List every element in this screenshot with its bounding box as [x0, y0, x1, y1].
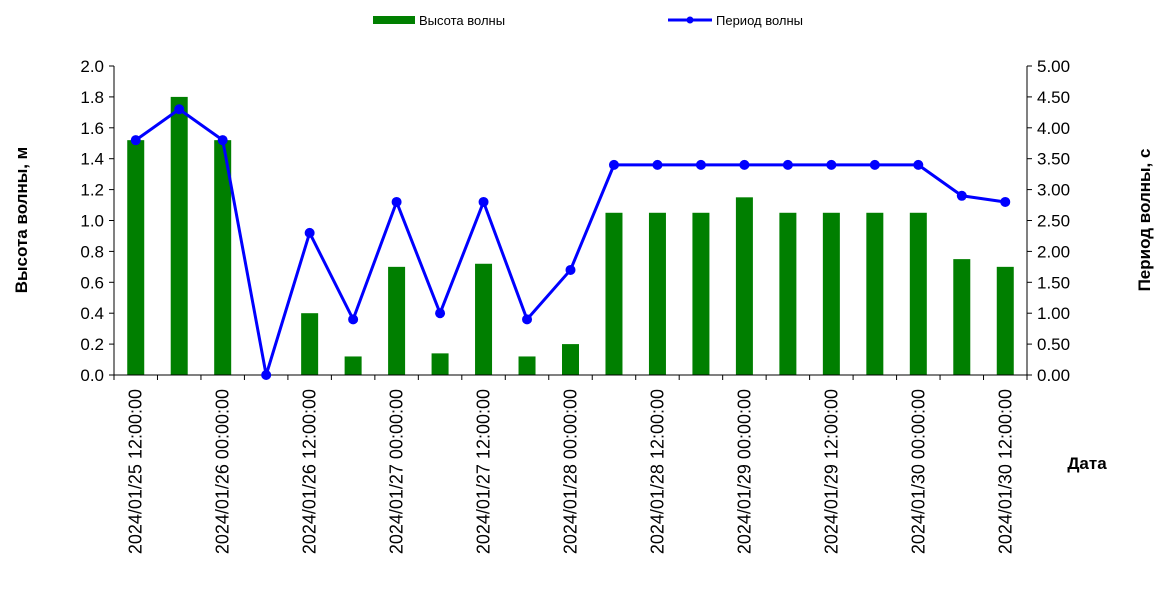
period-point — [695, 159, 706, 170]
period-point — [782, 159, 793, 170]
y-right-axis-title: Период волны, с — [1135, 149, 1154, 292]
y-left-tick-label: 0.8 — [80, 242, 104, 261]
y-right-tick-label: 0.00 — [1037, 366, 1070, 385]
bar — [301, 313, 319, 375]
y-right-tick-label: 2.00 — [1037, 242, 1070, 261]
x-tick-label: 2024/01/30 00:00:00 — [908, 389, 928, 554]
bar — [953, 259, 971, 375]
bar — [562, 344, 579, 375]
period-point — [261, 370, 272, 380]
period-point — [869, 159, 880, 170]
bar — [388, 266, 406, 375]
x-tick-label: 2024/01/26 12:00:00 — [300, 389, 320, 554]
period-point — [739, 159, 750, 170]
period-point — [174, 104, 185, 115]
x-tick-label: 2024/01/29 00:00:00 — [734, 389, 754, 554]
y-left-tick-label: 0.6 — [80, 273, 104, 292]
axes — [109, 65, 1032, 380]
period-point — [565, 264, 576, 275]
y-left-tick-label: 1.4 — [80, 150, 104, 169]
y-right-tick-label: 3.50 — [1037, 150, 1070, 169]
period-point — [1000, 196, 1011, 207]
y-left-tick-label: 0.0 — [80, 366, 104, 385]
y-right-tick-label: 3.00 — [1037, 181, 1070, 200]
x-tick-label: 2024/01/25 12:00:00 — [126, 389, 146, 554]
x-axis-title: Дата — [1067, 454, 1107, 473]
y-left-tick-label: 1.6 — [80, 119, 104, 138]
period-point — [304, 227, 315, 238]
period-point — [391, 196, 402, 207]
period-point — [478, 196, 489, 207]
period-point — [956, 190, 967, 201]
x-tick-label: 2024/01/26 00:00:00 — [213, 389, 233, 554]
x-tick-label: 2024/01/30 12:00:00 — [995, 389, 1015, 554]
legend-line-label: Период волны — [716, 13, 803, 28]
left-tick-labels: 0.0 0.2 0.4 0.6 0.8 1.0 1.2 1.4 1.6 1.8 2.0 — [80, 57, 104, 385]
bar — [518, 356, 536, 375]
y-right-tick-label: 0.50 — [1037, 335, 1070, 354]
y-right-tick-label: 2.50 — [1037, 212, 1070, 231]
x-tick-label: 2024/01/28 00:00:00 — [561, 389, 581, 554]
period-point — [826, 159, 837, 170]
period-point — [522, 314, 533, 325]
y-right-tick-label: 4.50 — [1037, 88, 1070, 107]
period-point — [217, 135, 228, 146]
bar — [779, 212, 797, 375]
y-left-axis-title: Высота волны, м — [12, 147, 31, 294]
bar — [344, 356, 362, 375]
bar — [127, 140, 145, 375]
bar — [170, 96, 188, 376]
y-right-tick-label: 5.00 — [1037, 57, 1070, 76]
period-point — [608, 159, 619, 170]
legend-line-marker — [686, 16, 694, 24]
legend: Высота волны Период волны — [373, 13, 803, 28]
y-left-tick-label: 1.0 — [80, 212, 104, 231]
bar — [605, 212, 623, 375]
bar — [735, 197, 753, 375]
y-left-tick-label: 0.4 — [80, 304, 104, 323]
x-tick-label: 2024/01/27 12:00:00 — [474, 389, 494, 554]
y-left-tick-label: 1.8 — [80, 88, 104, 107]
bar — [214, 140, 232, 375]
bar — [648, 212, 666, 375]
bar — [866, 212, 884, 375]
period-point — [913, 159, 924, 170]
x-tick-labels: 2024/01/25 12:00:00 2024/01/26 00:00:00 20… — [126, 389, 1016, 554]
bar — [996, 266, 1014, 375]
y-left-tick-label: 1.2 — [80, 181, 104, 200]
bar-series — [127, 96, 1014, 376]
legend-bar-swatch — [373, 16, 415, 24]
y-right-tick-label: 4.00 — [1037, 119, 1070, 138]
period-point — [130, 135, 141, 146]
period-point — [652, 159, 663, 170]
y-right-tick-label: 1.00 — [1037, 304, 1070, 323]
bar — [909, 212, 927, 375]
y-right-tick-label: 1.50 — [1037, 273, 1070, 292]
bar — [692, 212, 710, 375]
line-series — [130, 104, 1011, 380]
y-left-tick-label: 0.2 — [80, 335, 104, 354]
x-tick-label: 2024/01/28 12:00:00 — [647, 389, 667, 554]
y-left-tick-label: 2.0 — [80, 57, 104, 76]
period-point — [348, 314, 359, 325]
bar — [822, 212, 840, 375]
right-tick-labels: 0.00 0.50 1.00 1.50 2.00 2.50 3.00 3.50 4.00 4.50… — [1037, 57, 1070, 385]
bar — [431, 353, 449, 375]
legend-bar-label: Высота волны — [419, 13, 505, 28]
bar — [475, 263, 493, 375]
x-tick-label: 2024/01/29 12:00:00 — [821, 389, 841, 554]
period-point — [435, 308, 446, 319]
x-tick-label: 2024/01/27 00:00:00 — [387, 389, 407, 554]
